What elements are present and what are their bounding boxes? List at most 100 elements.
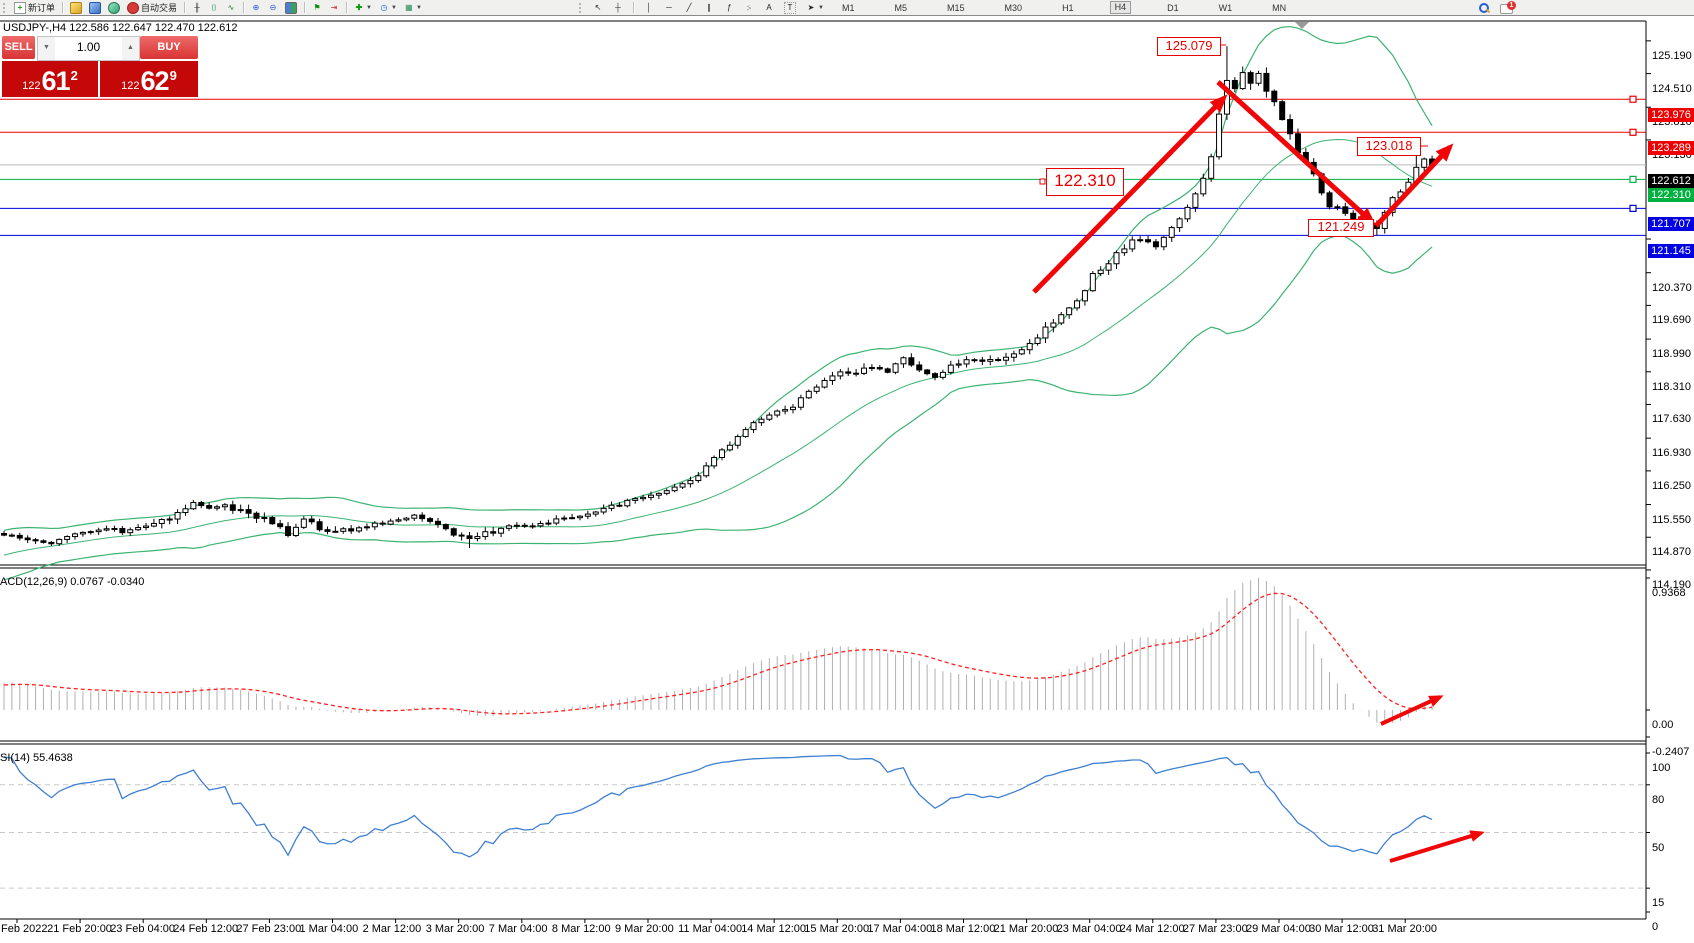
price-callout-121249[interactable]: 121.249 (1308, 219, 1374, 237)
band-lower (3, 234, 1433, 581)
sell-price-display[interactable]: 122 61 2 (2, 61, 98, 97)
toolbar-drag-handle[interactable] (3, 2, 8, 13)
toolbar-separator (304, 2, 306, 13)
price-axis-tick: 118.990 (1652, 348, 1691, 361)
price-level-badge: 123.289 (1648, 141, 1694, 156)
time-axis-label: Feb 2022 (1, 923, 48, 935)
indicators-button[interactable]: ✚ ▼ (352, 1, 374, 14)
horizontal-line-tool-button[interactable]: ─ (662, 1, 676, 14)
data-window-icon (89, 1, 102, 14)
time-axis-label: 27 Feb 23:00 (236, 923, 302, 935)
lot-decrease-button[interactable]: ▼ (38, 37, 55, 60)
data-window-button[interactable] (87, 1, 103, 14)
price-callout-125079[interactable]: 125.079 (1157, 37, 1221, 56)
toolbar-right-group: 1 (1478, 0, 1516, 15)
tile-windows-button[interactable] (283, 1, 299, 14)
timeframe-button-m1[interactable]: M1 (842, 2, 855, 13)
navigator-button[interactable] (106, 1, 122, 14)
timeframe-button-w1[interactable]: W1 (1218, 2, 1233, 13)
timeframe-button-d1[interactable]: D1 (1167, 2, 1179, 13)
line-chart-mode-button[interactable]: ∿ (224, 1, 238, 14)
rsi-line (3, 754, 1433, 858)
trendline-tool-button[interactable]: ╱ (682, 1, 696, 14)
tile-windows-icon (285, 1, 298, 14)
price-callout-122310[interactable]: 122.310 (1046, 168, 1124, 196)
buy-price-display[interactable]: 122 62 9 (100, 61, 198, 97)
lot-size-input[interactable]: 1.00 (55, 37, 122, 60)
macd-label: ACD(12,26,9) 0.0767 -0.0340 (0, 576, 145, 588)
line-chart-icon: ∿ (227, 2, 235, 12)
price-axis-tick: 116.930 (1652, 447, 1691, 460)
auto-scroll-button[interactable]: ⚑ (310, 1, 324, 14)
chart-canvas (0, 20, 1651, 923)
autotrading-button[interactable]: 自动交易 (125, 1, 179, 14)
notification-badge: 1 (1507, 0, 1516, 10)
price-callout-123018[interactable]: 123.018 (1357, 137, 1421, 156)
lot-increase-button[interactable]: ▲ (122, 37, 139, 60)
toolbar-separator (243, 2, 245, 13)
clock-icon: ◷ (380, 2, 388, 12)
search-icon[interactable] (1478, 2, 1491, 14)
rsi-scale-label: 80 (1652, 793, 1665, 806)
templates-button[interactable]: ▦ ▼ (402, 1, 424, 14)
timeframe-button-m15[interactable]: M15 (947, 2, 965, 13)
indicators-plus-icon: ✚ (355, 2, 363, 12)
dropdown-caret-icon: ▼ (366, 4, 372, 11)
sell-price-sup: 2 (70, 68, 78, 83)
periods-button[interactable]: ◷ ▼ (377, 1, 399, 14)
time-axis-label: 3 Mar 20:00 (425, 923, 485, 935)
vertical-line-tool-button[interactable]: │ (642, 1, 656, 14)
autotrading-icon (127, 1, 140, 14)
zoom-out-button[interactable]: ⊖ (266, 1, 280, 14)
timeframe-button-h4[interactable]: H4 (1109, 1, 1132, 14)
candle-chart-mode-button[interactable]: ⌷ (207, 1, 221, 14)
crosshair-tool-button[interactable]: ┼ (611, 1, 625, 14)
time-axis-label: 24 Mar 12:00 (1119, 923, 1185, 935)
cursor-tool-button[interactable]: ↖ (591, 1, 605, 14)
toolbar-separator (62, 2, 64, 13)
time-axis-label: 31 Mar 20:00 (1372, 923, 1438, 935)
price-axis-tick: 125.190 (1652, 49, 1692, 62)
chart-window[interactable]: USDJPY-,H4 122.586 122.647 122.470 122.6… (0, 16, 1694, 943)
sell-price-prefix: 122 (22, 80, 41, 92)
chart-shift-button[interactable]: ⇥ (327, 1, 341, 14)
symbol-info-line: USDJPY-,H4 122.586 122.647 122.470 122.6… (3, 22, 238, 34)
cursor-icon: ↖ (594, 2, 602, 12)
chart-shift-icon: ⇥ (330, 2, 338, 12)
time-axis-label: 18 Mar 12:00 (930, 923, 996, 935)
search-lens (1479, 2, 1489, 13)
time-axis-label: 8 Mar 12:00 (551, 923, 611, 935)
timeframe-button-m30[interactable]: M30 (1004, 2, 1023, 13)
notifications-button[interactable]: 1 (1500, 0, 1516, 14)
toolbar-left-group: + 新订单 自动交易 ╫ ⌷ ∿ ⊕ ⊖ ⚑ ⇥ ✚ ▼ ◷ ▼ (2, 0, 424, 15)
timeframe-button-mn[interactable]: MN (1272, 2, 1287, 13)
time-axis-label: 23 Mar 04:00 (1056, 923, 1122, 935)
channel-tool-button[interactable]: ∥ (702, 1, 716, 14)
price-axis-tick: 119.690 (1652, 314, 1691, 327)
market-watch-button[interactable] (68, 1, 84, 14)
arrows-tool-button[interactable]: ➤ ▼ (804, 1, 826, 14)
time-axis-label: 21 Mar 20:00 (993, 923, 1059, 935)
fibo-fan-tool-button[interactable]: ⍩ (742, 1, 756, 14)
bar-chart-mode-button[interactable]: ╫ (190, 1, 204, 14)
text-tool-button[interactable]: A (762, 1, 776, 14)
time-axis-label: 7 Mar 04:00 (488, 923, 548, 935)
buy-price-prefix: 122 (121, 80, 140, 92)
time-axis-label: 15 Mar 20:00 (804, 923, 870, 935)
new-order-label: 新订单 (28, 3, 56, 13)
buy-button[interactable]: BUY (140, 36, 198, 59)
time-axis-label: 23 Feb 04:00 (110, 923, 176, 935)
text-label-tool-button[interactable]: T (782, 1, 798, 14)
toolbar-separator (346, 2, 348, 13)
timeframe-button-h1[interactable]: H1 (1062, 2, 1074, 13)
timeframe-button-m5[interactable]: M5 (894, 2, 908, 13)
autotrading-label: 自动交易 (141, 3, 178, 13)
fibonacci-tool-button[interactable]: ƒ (722, 1, 736, 14)
sell-button[interactable]: SELL (2, 36, 35, 59)
dropdown-caret-icon: ▼ (390, 4, 397, 11)
toolbar-drag-handle[interactable] (579, 2, 584, 13)
zoom-in-button[interactable]: ⊕ (249, 1, 263, 14)
time-axis-label: 24 Feb 12:00 (173, 923, 239, 935)
new-order-button[interactable]: + 新订单 (12, 1, 57, 14)
